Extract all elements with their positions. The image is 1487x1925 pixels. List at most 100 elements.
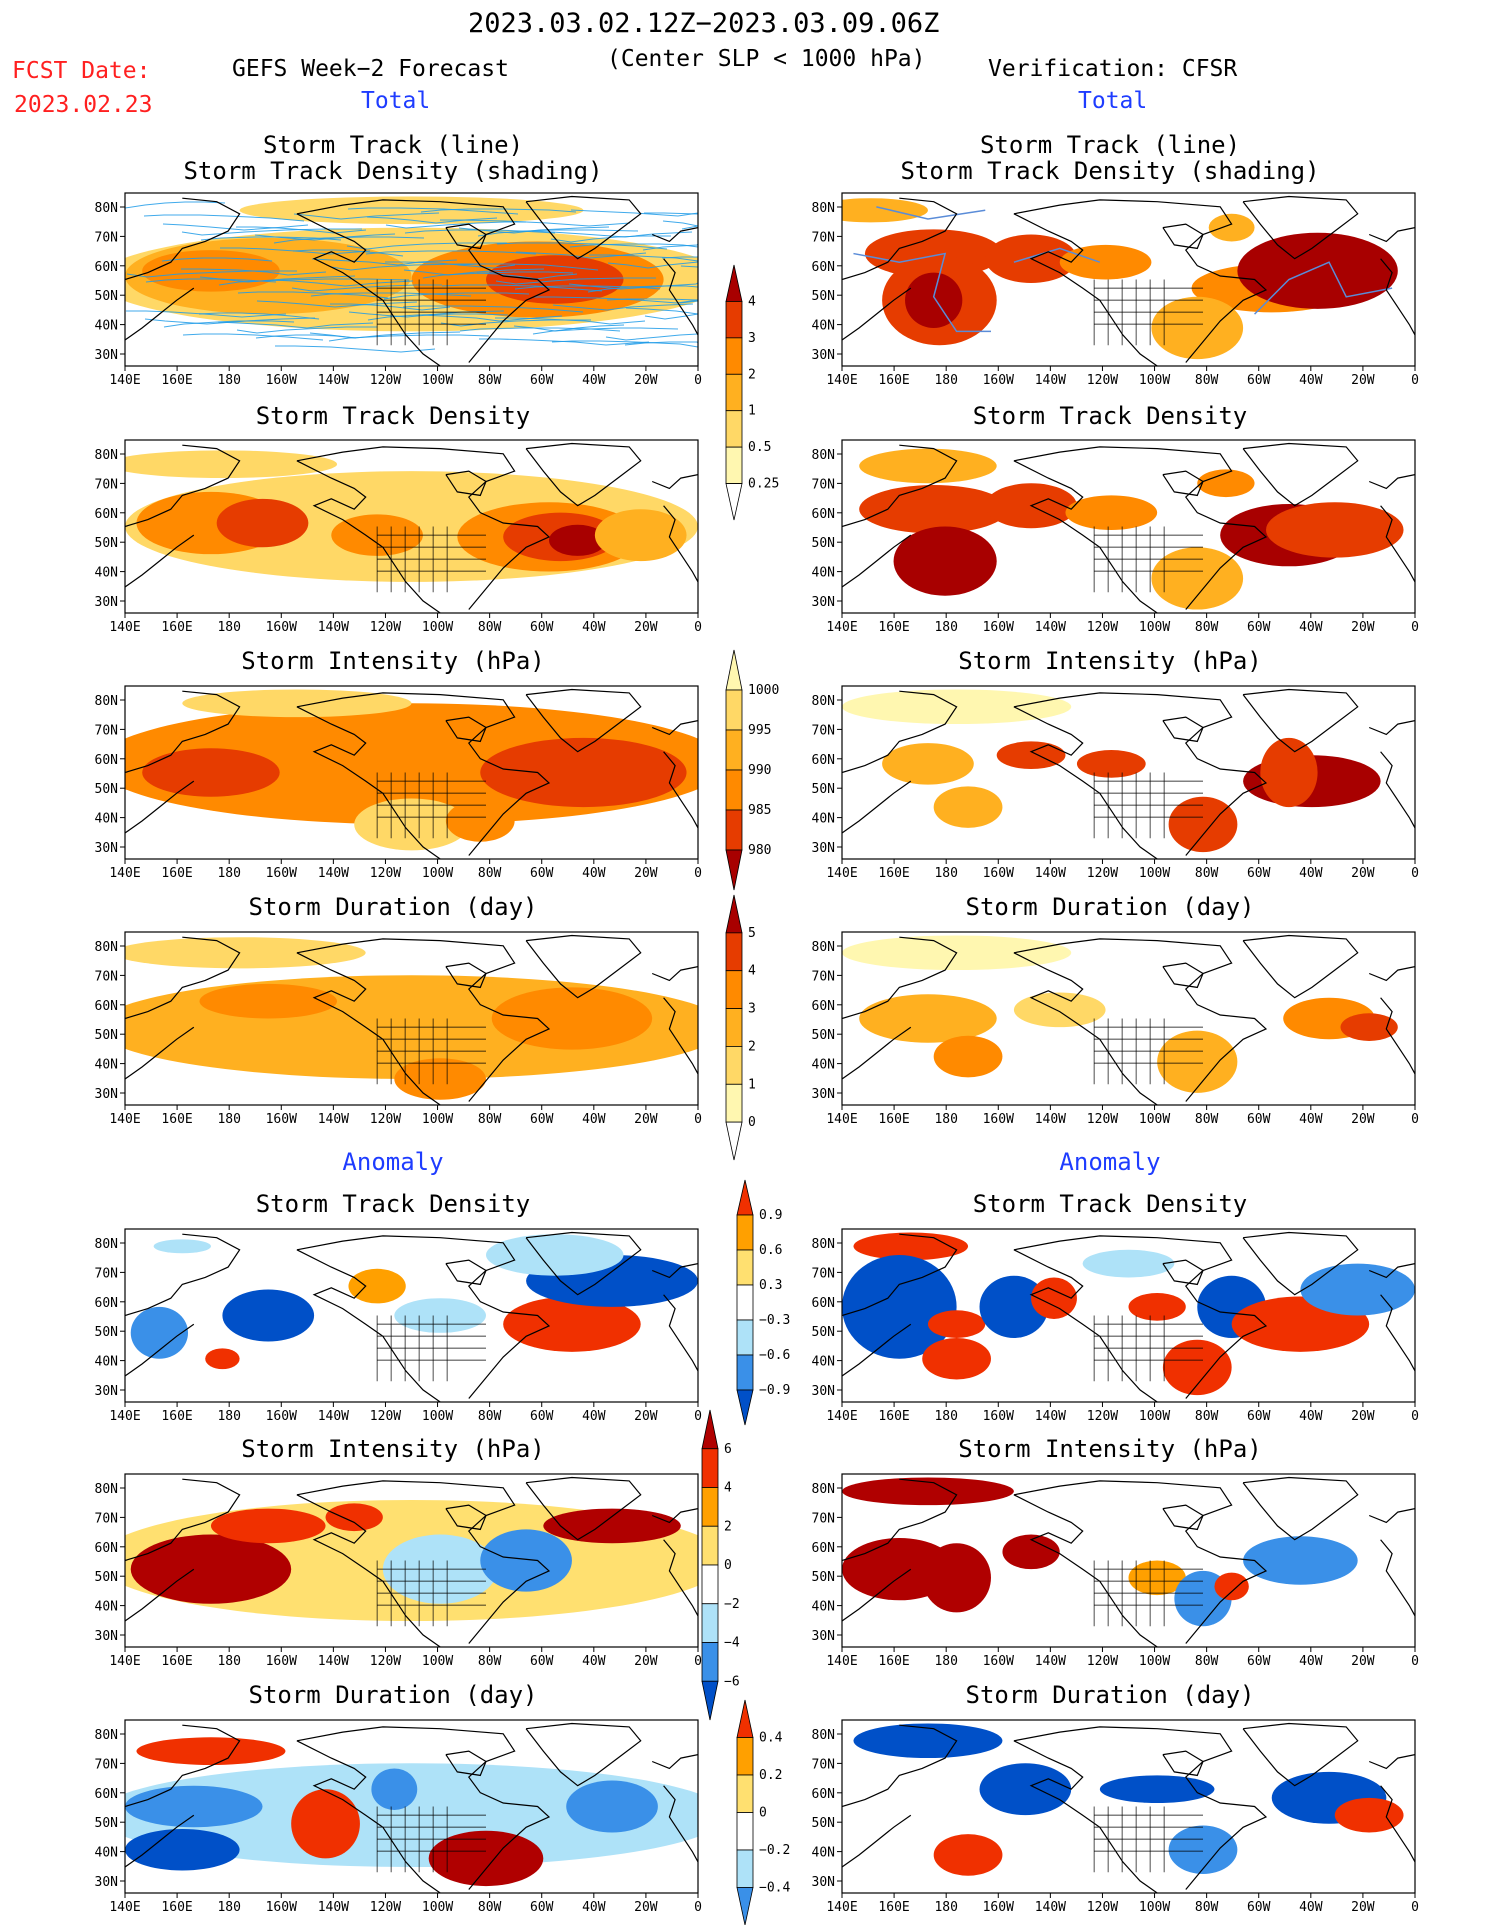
lon-tick-label: 40W [1299,1112,1323,1127]
lon-tick-label: 160E [161,866,192,881]
anomaly-left-label: Anomaly [342,1148,444,1176]
colorbar-label: 2 [748,367,756,382]
lon-tick-label: 160W [983,1112,1014,1127]
lat-tick-label: 60N [812,1541,835,1556]
lon-tick-label: 40W [582,1409,606,1424]
intensity-anom-colorbar: 6 4 2 0 −2 −4 −6 [701,1409,740,1721]
lon-tick-label: 20W [1351,620,1375,635]
lat-tick-label: 60N [95,999,118,1014]
lon-tick-label: 0 [1411,373,1419,388]
lon-tick-label: 60W [530,1112,554,1127]
lat-tick-label: 50N [95,1816,118,1831]
lat-tick-label: 70N [95,1511,118,1526]
lat-tick-label: 30N [812,1875,835,1890]
lat-tick-label: 60N [95,260,118,275]
lat-tick-label: 30N [95,841,118,856]
lat-tick-label: 60N [95,1296,118,1311]
lon-tick-label: 100W [1139,620,1170,635]
lon-tick-label: 140W [1035,866,1066,881]
left-p3-title: Storm Intensity (hPa) [241,647,545,675]
lon-tick-label: 0 [694,1112,702,1127]
lon-tick-label: 80W [1195,1654,1219,1669]
lat-tick-label: 30N [95,1629,118,1644]
lat-tick-label: 60N [812,753,835,768]
colorbar-label: 4 [748,294,756,309]
lon-tick-label: 100W [1139,866,1170,881]
lon-tick-label: 0 [694,1654,702,1669]
lon-tick-label: 180 [934,620,957,635]
colorbar-label: 0 [759,1806,767,1821]
lon-tick-label: 40W [582,866,606,881]
lon-tick-label: 140W [318,1409,349,1424]
intensity-total-colorbar: 1000 995 990 985 980 [725,649,779,891]
lon-tick-label: 180 [217,620,240,635]
lat-tick-label: 70N [95,969,118,984]
lat-tick-label: 70N [812,230,835,245]
lon-tick-label: 140E [826,1654,857,1669]
lon-tick-label: 140W [1035,1409,1066,1424]
lon-tick-label: 120W [370,620,401,635]
lon-tick-label: 160E [878,1112,909,1127]
lon-tick-label: 160E [878,866,909,881]
lat-tick-label: 30N [812,1629,835,1644]
lon-tick-label: 140E [109,866,140,881]
lon-tick-label: 0 [694,1409,702,1424]
lon-tick-label: 40W [1299,1654,1323,1669]
lon-tick-label: 140W [1035,1112,1066,1127]
lon-tick-label: 60W [1247,1900,1271,1915]
lon-tick-label: 140E [826,620,857,635]
lat-tick-label: 80N [95,694,118,709]
lon-tick-label: 80W [1195,1112,1219,1127]
right-p7-title: Storm Duration (day) [965,1681,1255,1709]
lat-tick-label: 50N [812,1325,835,1340]
colorbar-label: −0.2 [759,1843,790,1858]
colorbar-label: 0.3 [759,1278,782,1293]
lon-tick-label: 60W [530,373,554,388]
lat-tick-label: 60N [812,1787,835,1802]
lat-tick-label: 30N [95,1087,118,1102]
lon-tick-label: 160E [878,1900,909,1915]
lon-tick-label: 40W [1299,373,1323,388]
total-left-label: Total [361,88,431,114]
lat-tick-label: 60N [95,1541,118,1556]
lat-tick-label: 40N [95,1600,118,1615]
lon-tick-label: 20W [634,866,658,881]
lon-tick-label: 60W [1247,1112,1271,1127]
lat-tick-label: 40N [95,319,118,334]
lon-tick-label: 60W [530,1654,554,1669]
lat-tick-label: 40N [812,1600,835,1615]
lat-tick-label: 40N [95,1058,118,1073]
lat-tick-label: 80N [812,1482,835,1497]
lon-tick-label: 140E [109,1654,140,1669]
lon-tick-label: 80W [478,1112,502,1127]
map-panel: 80N 70N 60N 50N 40N 30N 140E 160E 180 160W 140W 120… [812,1719,1419,1915]
lon-tick-label: 160W [266,1654,297,1669]
duration-total-colorbar: 5 4 3 2 1 0 [725,894,756,1161]
map-panel: 80N 70N 60N 50N 40N 30N 140E 160E 180 160W 140W 120… [812,931,1419,1127]
lat-tick-label: 80N [95,1237,118,1252]
lon-tick-label: 20W [634,1112,658,1127]
lon-tick-label: 180 [934,1112,957,1127]
lon-tick-label: 80W [478,373,502,388]
lon-tick-label: 160W [983,1900,1014,1915]
map-panel: 80N 70N 60N 50N 40N 30N 140E 160E 180 160W 140W 120… [812,1228,1419,1424]
map-panel: 80N 70N 60N 50N 40N 30N 140E 160E 180 160W 140W 120… [95,192,702,388]
map-panel: 80N 70N 60N 50N 40N 30N 140E 160E 180 160W 140W 120… [95,439,702,635]
lat-tick-label: 70N [812,1511,835,1526]
lon-tick-label: 20W [634,373,658,388]
lon-tick-label: 120W [1087,866,1118,881]
lon-tick-label: 0 [1411,620,1419,635]
lat-tick-label: 50N [95,1028,118,1043]
lon-tick-label: 100W [422,866,453,881]
lon-tick-label: 160E [161,620,192,635]
lat-tick-label: 50N [812,1816,835,1831]
right-p4-title: Storm Duration (day) [965,893,1255,921]
lat-tick-label: 30N [812,841,835,856]
lat-tick-label: 30N [95,1384,118,1399]
fcst-date-label: FCST Date: [12,58,151,84]
lon-tick-label: 80W [478,866,502,881]
colorbar-label: 980 [748,843,771,858]
lon-tick-label: 160W [266,1900,297,1915]
lon-tick-label: 160E [878,620,909,635]
